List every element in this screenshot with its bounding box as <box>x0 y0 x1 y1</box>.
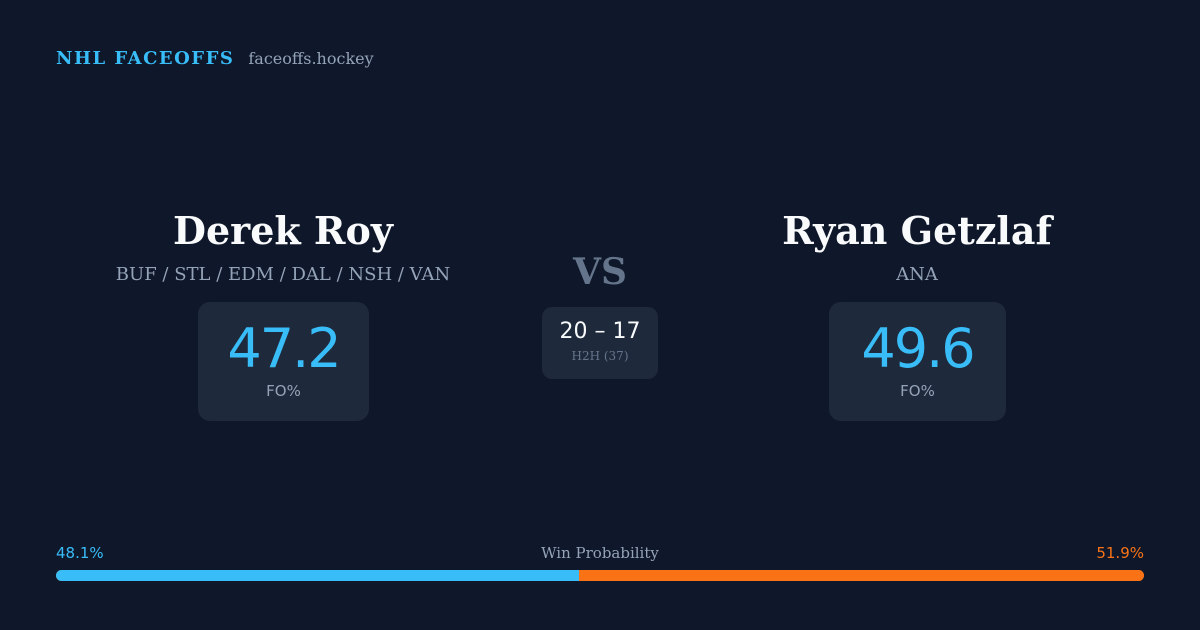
win-probability-title: Win Probability <box>541 544 659 562</box>
win-probability-bar-left <box>56 570 580 581</box>
player-left-fo-label: FO% <box>266 382 301 400</box>
player-left-teams: BUF / STL / EDM / DAL / NSH / VAN <box>115 264 451 285</box>
player-left-name: Derek Roy <box>173 208 393 253</box>
player-right: Ryan Getzlaf ANA <box>687 208 1147 286</box>
brand-name[interactable]: NHL FACEOFFS <box>56 48 235 69</box>
win-probability-right-label: 51.9% <box>1096 544 1144 562</box>
player-left-fo-value: 47.2 <box>227 317 341 380</box>
win-probability-bar-right <box>579 570 1144 581</box>
player-right-fo-card: 49.6 FO% <box>829 302 1006 421</box>
brand: NHL FACEOFFS faceoffs.hockey <box>56 48 374 69</box>
brand-url[interactable]: faceoffs.hockey <box>248 49 374 68</box>
h2h-label: H2H (37) <box>571 349 629 363</box>
player-right-name: Ryan Getzlaf <box>782 208 1052 253</box>
h2h-score: 20 – 17 <box>559 319 641 344</box>
player-left-fo-card: 47.2 FO% <box>198 302 369 421</box>
player-right-teams: ANA <box>896 264 938 285</box>
player-left: Derek Roy BUF / STL / EDM / DAL / NSH / … <box>53 208 513 286</box>
player-right-fo-label: FO% <box>900 382 935 400</box>
win-probability-left-label: 48.1% <box>56 544 104 562</box>
win-probability-bar <box>56 570 1144 581</box>
vs-label: VS <box>573 251 627 293</box>
h2h-card: 20 – 17 H2H (37) <box>542 307 658 379</box>
player-right-fo-value: 49.6 <box>861 317 975 380</box>
